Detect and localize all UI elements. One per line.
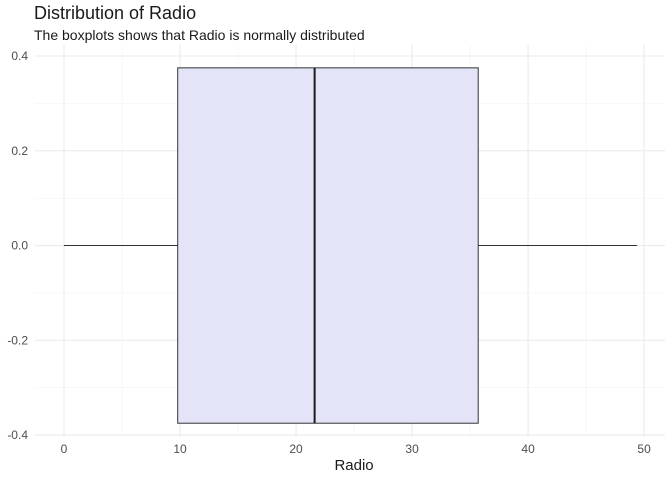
x-tick-label: 40 (521, 442, 535, 456)
x-tick-label: 50 (637, 442, 651, 456)
y-tick-label: 0.0 (11, 239, 28, 253)
x-axis-title: Radio (334, 457, 373, 474)
chart-title: Distribution of Radio (34, 3, 197, 23)
boxplot-series (64, 67, 638, 424)
x-tick-label: 0 (61, 442, 68, 456)
x-tick-label: 10 (173, 442, 187, 456)
box-iqr (177, 67, 479, 424)
y-tick-label: 0.2 (11, 144, 28, 158)
axis-labels: 0 10 20 30 40 50 0.4 0.2 0.0 -0.2 -0.4 Radio (7, 49, 651, 474)
x-tick-label: 30 (405, 442, 419, 456)
chart-subtitle: The boxplots shows that Radio is normall… (34, 27, 365, 43)
y-tick-label: 0.4 (11, 49, 28, 63)
y-tick-label: -0.4 (7, 428, 28, 442)
y-tick-label: -0.2 (7, 333, 28, 347)
x-tick-label: 20 (289, 442, 303, 456)
